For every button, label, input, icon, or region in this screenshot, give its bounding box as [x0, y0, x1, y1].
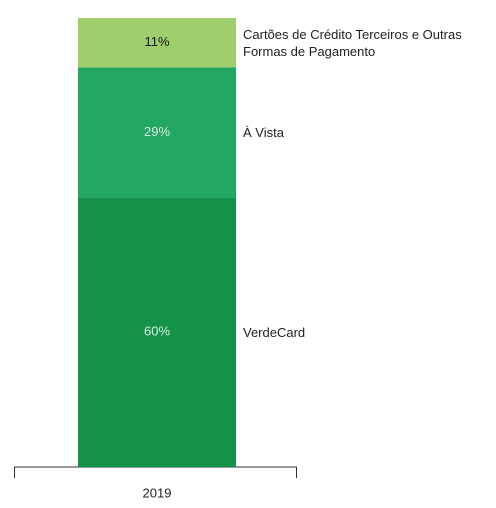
x-tick-label: 2019 — [143, 485, 172, 500]
series-label: Cartões de Crédito Terceiros e Outras Fo… — [243, 26, 462, 59]
bar-segment — [78, 18, 236, 68]
data-label: 29% — [144, 124, 170, 139]
bar-segment — [78, 67, 236, 198]
data-label: 11% — [144, 34, 169, 49]
data-label: 60% — [144, 324, 170, 339]
bar-segment — [78, 197, 236, 467]
series-label: VerdeCard — [243, 324, 306, 340]
series-label: À Vista — [243, 124, 284, 140]
